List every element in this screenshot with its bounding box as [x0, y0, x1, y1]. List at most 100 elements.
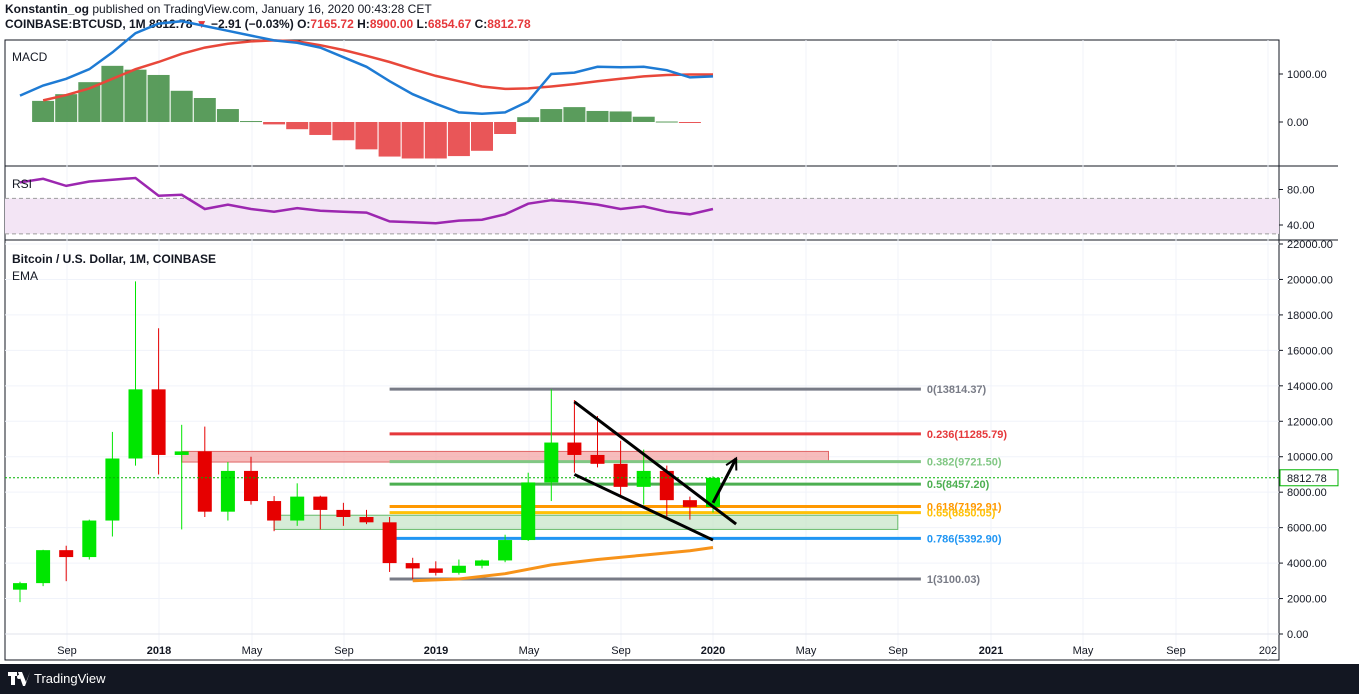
fib-level-label: 0.5(8457.20) — [927, 479, 990, 491]
macd-histogram-bar — [632, 116, 655, 122]
macd-histogram-bar — [170, 90, 193, 122]
macd-histogram-bar — [216, 109, 239, 122]
candle-body — [475, 560, 489, 566]
pane-titles: MACD RSI Bitcoin / U.S. Dollar, 1M, COINBA… — [12, 50, 216, 283]
published-text: published on TradingView.com, January 16… — [92, 2, 432, 16]
macd-y-label: 1000.00 — [1287, 69, 1327, 81]
candle-body — [59, 550, 74, 558]
x-axis-label: 2021 — [979, 645, 1003, 657]
y-axis-label: 4000.00 — [1287, 558, 1327, 570]
macd-histogram-bar — [586, 110, 609, 122]
x-axis-label: 2018 — [147, 645, 171, 657]
candle-body — [521, 482, 536, 541]
high-label: H: — [357, 17, 370, 31]
candle-body — [567, 442, 582, 455]
candle-body — [13, 583, 27, 590]
macd-histogram-bar — [286, 122, 309, 130]
candle-body — [682, 500, 697, 507]
symbol-label: COINBASE:BTCUSD, 1M — [5, 17, 146, 31]
candle-body — [313, 496, 328, 510]
ema-line — [412, 546, 714, 583]
macd-histogram-bar — [424, 122, 447, 159]
rsi-title: RSI — [12, 177, 32, 191]
candle-body — [428, 568, 443, 573]
candle-body — [613, 463, 628, 487]
macd-histogram-bar — [193, 98, 216, 122]
ohlc-legend: COINBASE:BTCUSD, 1M 8812.78 ▼ −2.91 (−0.… — [5, 17, 531, 32]
macd-histogram-bar — [124, 69, 147, 122]
fib-level-label: 0(13814.37) — [927, 384, 987, 396]
candle-body — [706, 477, 720, 507]
candle-body — [359, 517, 374, 523]
x-axis-label: Sep — [611, 645, 631, 657]
y-axis-label: 22000.00 — [1287, 239, 1333, 251]
x-axis-label: Sep — [888, 645, 908, 657]
candle-body — [405, 563, 420, 569]
footer-bar: TradingView — [0, 664, 1359, 694]
macd-histogram-bar — [494, 122, 517, 134]
x-axis-label: May — [519, 645, 540, 657]
author-name[interactable]: Konstantin_og — [5, 2, 89, 16]
x-axis-label: May — [242, 645, 263, 657]
candle-body — [174, 451, 189, 455]
macd-histogram-bar — [332, 122, 355, 141]
macd-histogram-bar — [55, 94, 78, 122]
last-price-badge-label: 8812.78 — [1287, 473, 1327, 485]
macd-histogram-bar — [401, 122, 424, 159]
y-axis-label: 10000.00 — [1287, 452, 1333, 464]
candle-body — [590, 454, 605, 464]
fib-level-label: 0.382(9721.50) — [927, 457, 1002, 469]
open-label: O: — [297, 17, 311, 31]
price-pane-title: Bitcoin / U.S. Dollar, 1M, COINBASE — [12, 252, 216, 266]
candle-body — [220, 470, 235, 512]
publish-info: Konstantin_og published on TradingView.c… — [5, 2, 432, 17]
macd-title: MACD — [12, 50, 48, 64]
candle-body — [382, 522, 397, 564]
last-price-badge — [1279, 469, 1339, 487]
price-pane — [5, 281, 1279, 603]
rsi-pane — [5, 176, 1279, 235]
fib-level-label: 0.236(11285.79) — [927, 429, 1007, 441]
y-axis-label: 14000.00 — [1287, 381, 1333, 393]
candle-body — [82, 520, 97, 558]
arrow-head — [725, 456, 738, 471]
macd-histogram-bar — [147, 74, 170, 122]
chart-header: Konstantin_og published on TradingView.c… — [0, 0, 1359, 40]
fib-level-label: 1(3100.03) — [927, 574, 981, 586]
candle-body — [498, 540, 513, 561]
macd-histogram-bar — [32, 100, 55, 122]
y-axis-label: 0.00 — [1287, 629, 1308, 641]
x-axis-label: 2019 — [424, 645, 448, 657]
macd-histogram-bar — [78, 82, 101, 122]
footer-brand[interactable]: TradingView — [34, 671, 106, 686]
macd-histogram-bar — [609, 111, 632, 122]
macd-y-label: 0.00 — [1287, 117, 1308, 129]
y-axis-label: 16000.00 — [1287, 345, 1333, 357]
candle-body — [151, 389, 166, 455]
candle-body — [544, 442, 559, 483]
macd-histogram-bar — [540, 109, 563, 122]
tradingview-logo-icon — [8, 672, 30, 686]
panes-background — [4, 39, 1338, 664]
price-change: −2.91 (−0.03%) — [210, 17, 294, 31]
fib-level-label: 0.65(6850.05) — [927, 508, 996, 520]
candle-body — [36, 550, 51, 584]
x-axis-label: Sep — [1166, 645, 1186, 657]
open-value: 7165.72 — [310, 17, 354, 31]
candle-body — [105, 458, 120, 521]
drawings[interactable] — [573, 400, 738, 542]
x-axis-label: Sep — [334, 645, 354, 657]
macd-histogram-bar — [447, 122, 470, 157]
y-axis-label: 18000.00 — [1287, 310, 1333, 322]
y-axis-label: 12000.00 — [1287, 416, 1333, 428]
macd-histogram-bar — [655, 121, 678, 123]
candle-body — [451, 565, 466, 573]
candle-body — [336, 509, 351, 517]
macd-histogram-bar — [563, 107, 586, 122]
x-axis-label: 2020 — [701, 645, 725, 657]
axes: 0.00 2000.00 4000.00 6000.00 8000.00 10000.00… — [5, 69, 1339, 657]
candle-body — [267, 501, 282, 521]
macd-pane — [19, 19, 714, 159]
y-axis-label: 8000.00 — [1287, 487, 1327, 499]
